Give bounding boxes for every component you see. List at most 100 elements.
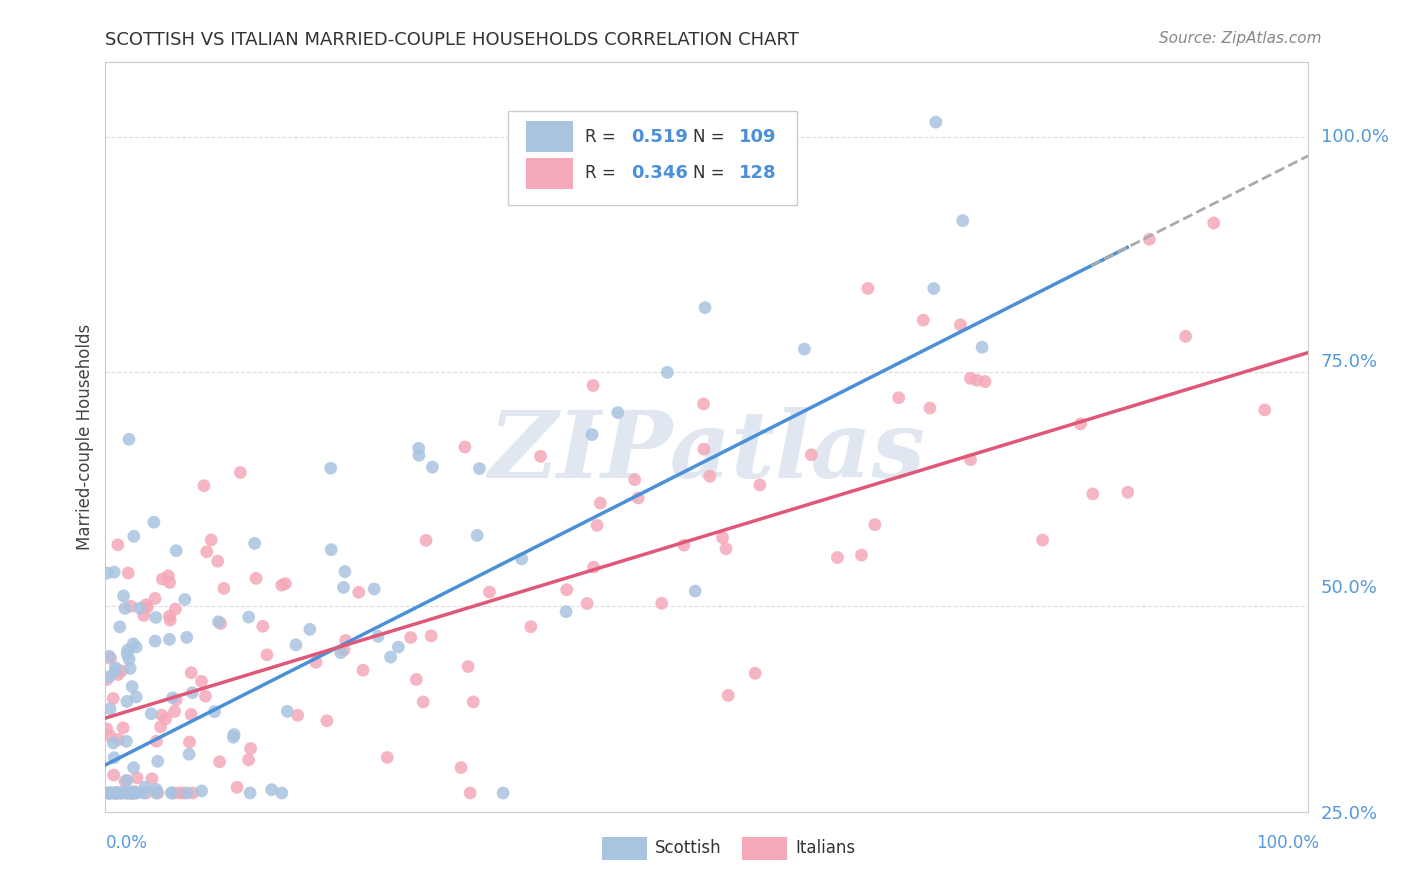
- Point: [117, 786, 139, 800]
- Point: [207, 554, 229, 568]
- Point: [142, 515, 165, 529]
- Point: [141, 772, 163, 786]
- Point: [335, 633, 357, 648]
- Point: [399, 631, 422, 645]
- Point: [333, 643, 356, 657]
- Point: [959, 371, 981, 385]
- Y-axis label: Married-couple Households: Married-couple Households: [76, 324, 94, 550]
- Point: [103, 768, 125, 782]
- Point: [387, 640, 409, 654]
- FancyBboxPatch shape: [508, 112, 797, 205]
- Point: [1116, 485, 1139, 500]
- Point: [122, 637, 145, 651]
- Point: [179, 735, 201, 749]
- Point: [114, 786, 136, 800]
- Point: [555, 605, 578, 619]
- Point: [520, 620, 543, 634]
- Point: [104, 664, 127, 678]
- Point: [239, 786, 262, 800]
- Point: [160, 786, 183, 800]
- Point: [103, 786, 125, 800]
- Point: [465, 528, 488, 542]
- Point: [104, 786, 127, 800]
- Point: [115, 647, 138, 661]
- Point: [415, 533, 437, 548]
- Point: [107, 538, 129, 552]
- Point: [276, 704, 298, 718]
- Point: [1081, 487, 1104, 501]
- Point: [195, 545, 218, 559]
- Point: [529, 450, 551, 464]
- Point: [450, 761, 472, 775]
- Point: [143, 634, 166, 648]
- Point: [101, 691, 124, 706]
- Point: [132, 608, 155, 623]
- Point: [98, 649, 121, 664]
- Point: [582, 378, 605, 392]
- Point: [405, 673, 427, 687]
- Point: [103, 736, 125, 750]
- Point: [922, 281, 945, 295]
- Point: [319, 461, 342, 475]
- Point: [135, 598, 157, 612]
- Point: [856, 281, 879, 295]
- Point: [97, 786, 120, 800]
- Point: [239, 741, 262, 756]
- Point: [454, 440, 477, 454]
- Point: [321, 542, 343, 557]
- Point: [651, 596, 673, 610]
- Point: [245, 571, 267, 585]
- Point: [966, 373, 988, 387]
- Point: [169, 786, 191, 800]
- Point: [1031, 533, 1053, 547]
- Point: [420, 629, 443, 643]
- Point: [352, 663, 374, 677]
- Point: [1139, 232, 1161, 246]
- Point: [146, 786, 169, 800]
- Point: [492, 786, 515, 800]
- Point: [918, 401, 941, 415]
- Point: [107, 732, 129, 747]
- Point: [711, 531, 734, 545]
- Point: [193, 479, 215, 493]
- Point: [408, 442, 430, 456]
- Point: [105, 786, 128, 800]
- Point: [134, 780, 156, 794]
- Point: [105, 786, 128, 800]
- Point: [190, 674, 212, 689]
- Point: [145, 734, 167, 748]
- Point: [748, 478, 770, 492]
- Point: [124, 784, 146, 798]
- Point: [117, 786, 139, 800]
- Point: [270, 578, 292, 592]
- Point: [165, 602, 187, 616]
- Point: [458, 786, 481, 800]
- Point: [118, 786, 141, 800]
- Point: [127, 771, 149, 785]
- Point: [586, 518, 609, 533]
- Point: [332, 580, 354, 594]
- Point: [117, 566, 139, 580]
- Point: [238, 610, 260, 624]
- Point: [122, 529, 145, 543]
- Point: [159, 575, 181, 590]
- Point: [163, 705, 186, 719]
- Point: [380, 650, 402, 665]
- Point: [110, 786, 132, 800]
- Point: [108, 620, 131, 634]
- Point: [333, 565, 356, 579]
- Text: Italians: Italians: [796, 839, 856, 857]
- Point: [699, 469, 721, 483]
- Point: [287, 708, 309, 723]
- Point: [103, 786, 125, 800]
- Point: [163, 786, 186, 800]
- Point: [97, 786, 120, 800]
- Point: [121, 680, 143, 694]
- Point: [121, 786, 143, 800]
- Point: [146, 754, 169, 768]
- Point: [270, 786, 292, 800]
- Point: [347, 585, 370, 599]
- Text: 128: 128: [740, 164, 776, 182]
- Text: 0.346: 0.346: [631, 164, 688, 182]
- Point: [555, 582, 578, 597]
